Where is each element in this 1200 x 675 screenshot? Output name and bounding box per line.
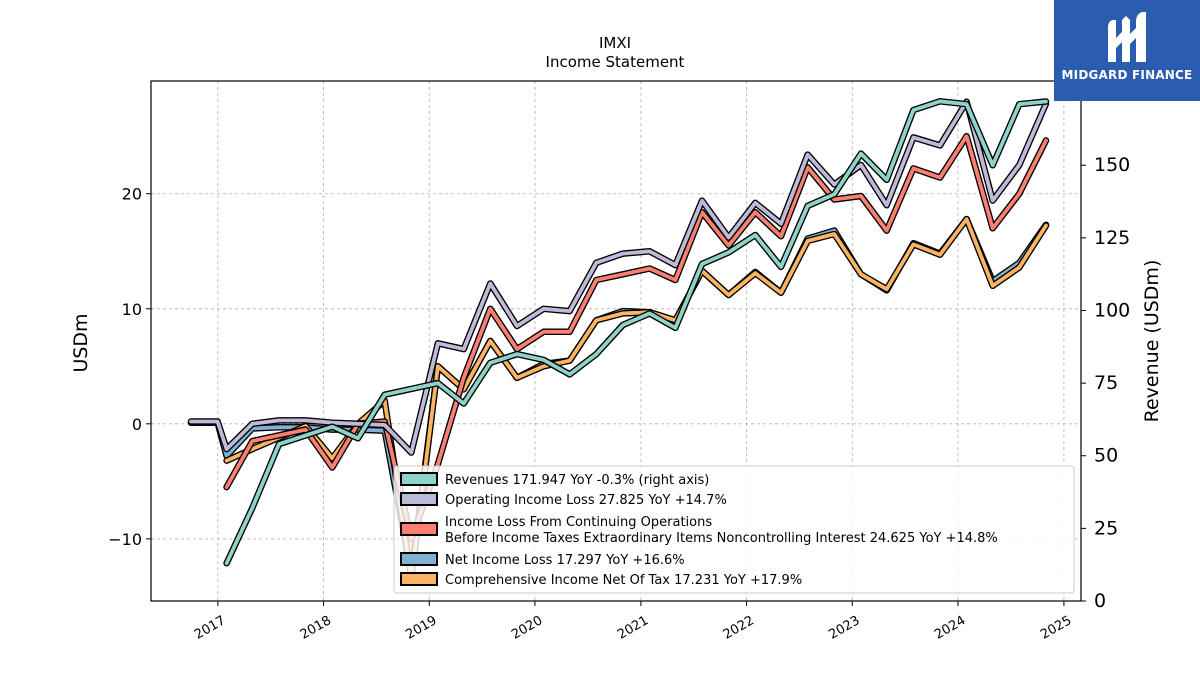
y-left-tick-label: 10 (122, 300, 142, 319)
y-right-tick-label: 150 (1094, 154, 1130, 176)
right-axis: 0255075100125150175 (1081, 82, 1130, 612)
x-tick-label: 2019 (403, 613, 439, 643)
legend-label-pretax-income-line1: Income Loss From Continuing Operations (445, 515, 712, 530)
x-tick-label: 2023 (826, 613, 862, 643)
legend-swatch-comprehensive-income (400, 572, 438, 586)
y-left-tick-label: 0 (132, 415, 142, 434)
y-right-tick-label: 50 (1094, 445, 1118, 467)
legend-swatch-pretax-income (400, 522, 438, 536)
x-tick-label: 2022 (721, 613, 757, 643)
legend-swatch-revenues (400, 472, 438, 486)
legend: Revenues 171.947 YoY -0.3% (right axis) … (393, 465, 1075, 594)
legend-swatch-net-income (400, 552, 438, 566)
midgard-logo-icon (1108, 12, 1146, 62)
y-right-tick-label: 0 (1094, 590, 1106, 612)
chart-title: IMXI (599, 34, 631, 52)
y-right-tick-label: 100 (1094, 299, 1130, 321)
grid-lines (151, 81, 1081, 601)
x-tick-label: 2020 (509, 613, 545, 643)
series-layer (187, 98, 1050, 583)
legend-label-pretax-income-line2: Before Income Taxes Extraordinary Items … (445, 531, 998, 546)
legend-box (393, 465, 1075, 594)
y-axis-label-right: Revenue (USDm) (1141, 260, 1163, 423)
x-tick-label: 2025 (1038, 613, 1074, 643)
left-axis: −10 0 10 20 (108, 185, 151, 549)
series-line-comprehensive-income-net-of-tax (224, 217, 1048, 581)
legend-label-comprehensive-income: Comprehensive Income Net Of Tax 17.231 Y… (445, 573, 802, 588)
logo-text: MIDGARD FINANCE (1061, 68, 1193, 82)
series-line-operating-income-loss (189, 99, 1048, 455)
y-right-tick-label: 75 (1094, 372, 1118, 394)
x-tick-label: 2018 (298, 613, 334, 643)
y-left-tick-label: −10 (108, 530, 142, 549)
legend-label-revenues: Revenues 171.947 YoY -0.3% (right axis) (445, 473, 709, 488)
series-line-revenues (224, 99, 1048, 566)
y-right-tick-label: 25 (1094, 517, 1118, 539)
x-tick-label: 2024 (932, 613, 968, 643)
y-left-tick-label: 20 (122, 185, 142, 204)
chart-subtitle: Income Statement (546, 53, 685, 71)
plot-frame (150, 80, 1082, 602)
legend-label-net-income: Net Income Loss 17.297 YoY +16.6% (445, 553, 685, 568)
y-axis-label-left: USDm (70, 313, 92, 372)
x-axis: 2017 2018 2019 2020 2021 2022 2023 2024 2025 (192, 601, 1074, 643)
legend-swatch-operating-income (400, 492, 438, 506)
midgard-finance-logo: MIDGARD FINANCE (1054, 0, 1200, 101)
y-right-tick-label: 125 (1094, 227, 1130, 249)
x-tick-label: 2017 (192, 613, 228, 643)
x-tick-label: 2021 (615, 613, 651, 643)
legend-label-operating-income: Operating Income Loss 27.825 YoY +14.7% (445, 493, 727, 508)
